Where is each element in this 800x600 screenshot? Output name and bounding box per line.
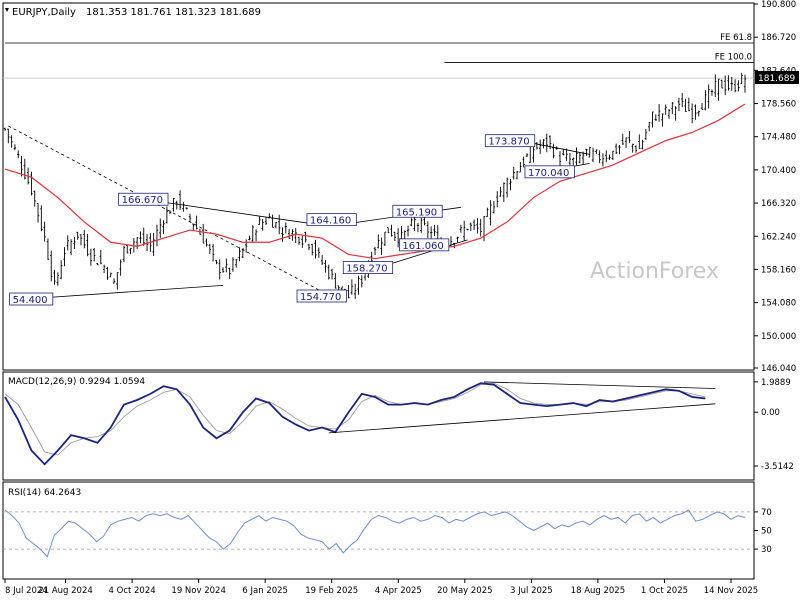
macd-panel-frame	[2, 371, 755, 481]
price-tick-label: 190.800	[761, 0, 796, 10]
fibonacci-levels: FE 61.8 FE 100.0	[3, 33, 754, 79]
time-tick-label: 14 Nov 2025	[704, 586, 758, 596]
time-tick-label: 1 Oct 2025	[641, 586, 688, 596]
macd-lines	[4, 381, 716, 466]
rsi-tick-label: 50	[761, 527, 772, 537]
annotation-label: 170.040	[528, 168, 569, 179]
annotation-label: 165.190	[396, 207, 437, 218]
rsi-title: RSI(14) 64.2643	[8, 488, 81, 498]
annotation-label: 164.160	[310, 216, 351, 227]
price-tick-label: 186.720	[761, 33, 796, 43]
price-tick-label: 146.040	[761, 364, 796, 374]
symbol-arrow-icon	[5, 8, 9, 12]
annotation-label: 166.670	[122, 195, 163, 206]
annotation-label: 158.270	[346, 264, 387, 275]
time-tick-label: 21 Aug 2024	[38, 586, 92, 596]
macd-main-line	[4, 382, 706, 466]
time-tick-label: 20 May 2025	[437, 586, 492, 596]
moving-average	[4, 103, 746, 260]
level-label: FE 61.8	[720, 33, 752, 43]
price-panel-frame	[2, 2, 755, 371]
price-tick-label: 158.160	[761, 265, 796, 275]
time-tick-label: 18 Aug 2025	[571, 586, 625, 596]
annotation-box	[9, 292, 54, 306]
level-label: FE 100.0	[715, 53, 752, 63]
macd-title: MACD(12,26,9) 0.9294 1.0594	[8, 377, 145, 387]
annotation-label: 154.770	[300, 292, 341, 303]
annotation-box	[524, 165, 575, 179]
macd-trendline	[484, 381, 716, 389]
price-tick-label: 154.080	[761, 299, 796, 309]
chart-ohlc: 181.353 181.761 181.323 181.689	[86, 7, 261, 18]
ma-polyline	[4, 103, 746, 260]
annotation-box	[306, 213, 357, 227]
macd-trendline	[328, 403, 716, 434]
last-price-box	[755, 71, 799, 84]
price-tick-label: 174.480	[761, 133, 796, 143]
price-bars	[3, 72, 747, 300]
time-tick-label: 6 Jan 2025	[242, 586, 288, 596]
time-tick-label: 3 Jul 2025	[510, 586, 553, 596]
annotation-box	[484, 134, 536, 148]
price-tick-label: 166.320	[761, 199, 796, 209]
rsi-axis: 70 50 30	[754, 508, 772, 555]
macd-signal-line	[4, 382, 706, 456]
annotation-box	[399, 238, 450, 252]
time-tick-label: 19 Nov 2024	[171, 586, 225, 596]
rsi-tick-label: 30	[761, 545, 772, 555]
annotation-label: 173.870	[488, 137, 529, 148]
chart-symbol: EURJPY,Daily	[12, 7, 76, 18]
macd-tick-label: -3.5142	[761, 462, 794, 472]
time-tick-label: 4 Apr 2025	[375, 586, 422, 596]
annotation-box	[118, 192, 169, 206]
last-price-label: 181.689	[758, 74, 795, 84]
watermark: ActionForex	[590, 259, 719, 284]
rsi-line	[3, 509, 754, 558]
macd-tick-label: 0.00	[761, 408, 780, 418]
price-annotations: 54.400 166.670 164.160 165.190 161.060 158.27…	[9, 134, 575, 306]
macd-tick-label: 1.9889	[761, 378, 791, 388]
price-tick-label: 170.400	[761, 166, 796, 176]
rsi-tick-label: 70	[761, 508, 772, 518]
annotation-box	[342, 261, 394, 274]
macd-axis: 1.9889 0.00 -3.5142	[754, 378, 794, 472]
trendline	[8, 125, 329, 296]
time-tick-label: 4 Oct 2024	[109, 586, 156, 596]
annotation-label: 161.060	[402, 241, 443, 252]
annotation-box	[296, 289, 347, 303]
annotation-label: 54.400	[13, 295, 48, 306]
price-tick-label: 178.560	[761, 100, 796, 110]
price-tick-label: 150.000	[761, 332, 796, 342]
annotation-box	[392, 204, 443, 218]
rsi-polyline	[4, 509, 746, 558]
price-tick-label: 162.240	[761, 232, 796, 242]
time-tick-label: 19 Feb 2025	[305, 586, 358, 596]
time-tick-label: 8 Jul 2024	[5, 586, 48, 596]
